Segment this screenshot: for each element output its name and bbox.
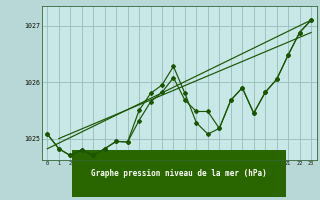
X-axis label: Graphe pression niveau de la mer (hPa): Graphe pression niveau de la mer (hPa) <box>91 169 267 178</box>
